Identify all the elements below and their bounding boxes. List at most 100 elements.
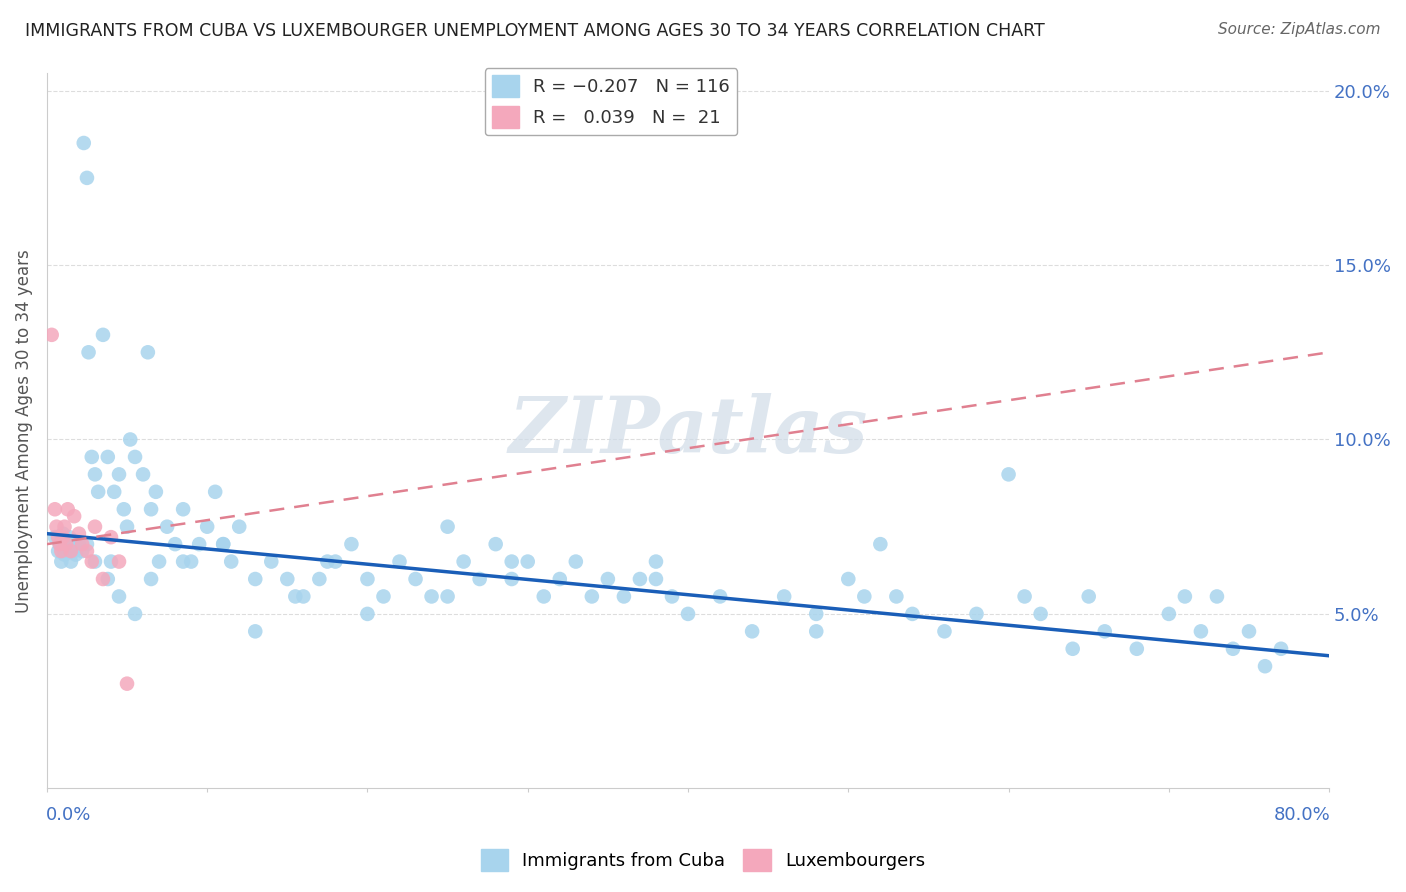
Point [91, 572, 114, 586]
Point [1237, 624, 1260, 639]
Point [145, 484, 167, 499]
Point [188, 537, 211, 551]
Point [52, 541, 75, 555]
Text: Source: ZipAtlas.com: Source: ZipAtlas.com [1218, 22, 1381, 37]
Point [565, 555, 588, 569]
Point [76, 544, 98, 558]
Point [136, 345, 159, 359]
Point [245, 572, 267, 586]
Point [52, 530, 75, 544]
Point [276, 572, 298, 586]
Point [436, 519, 458, 533]
Point [59, 544, 82, 558]
Point [997, 467, 1019, 482]
Point [581, 590, 603, 604]
Point [1189, 624, 1212, 639]
Point [55, 537, 77, 551]
Point [56, 544, 79, 558]
Point [516, 555, 538, 569]
Point [325, 555, 347, 569]
Point [628, 572, 651, 586]
Point [709, 590, 731, 604]
Point [501, 555, 523, 569]
Point [436, 590, 458, 604]
Point [340, 537, 363, 551]
Point [59, 555, 82, 569]
Point [1062, 641, 1084, 656]
Point [806, 607, 828, 621]
Point [76, 170, 98, 185]
Point [156, 519, 179, 533]
Point [1270, 641, 1292, 656]
Point [108, 590, 131, 604]
Point [1014, 590, 1036, 604]
Point [165, 537, 187, 551]
Point [112, 502, 135, 516]
Point [901, 607, 924, 621]
Point [886, 590, 908, 604]
Point [533, 590, 555, 604]
Point [44, 502, 66, 516]
Point [373, 590, 395, 604]
Point [46, 544, 69, 558]
Point [132, 467, 155, 482]
Point [97, 450, 120, 464]
Point [46, 530, 69, 544]
Point [1254, 659, 1277, 673]
Point [80, 555, 103, 569]
Point [70, 544, 93, 558]
Point [108, 467, 131, 482]
Point [195, 519, 218, 533]
Point [97, 572, 120, 586]
Point [1174, 590, 1197, 604]
Point [405, 572, 427, 586]
Point [67, 537, 90, 551]
Point [66, 541, 89, 555]
Point [356, 572, 378, 586]
Point [52, 526, 75, 541]
Point [108, 555, 131, 569]
Point [468, 572, 491, 586]
Point [308, 572, 330, 586]
Point [1126, 641, 1149, 656]
Point [53, 519, 76, 533]
Y-axis label: Unemployment Among Ages 30 to 34 years: Unemployment Among Ages 30 to 34 years [15, 249, 32, 613]
Point [56, 502, 79, 516]
Point [645, 572, 668, 586]
Point [67, 526, 90, 541]
Point [51, 555, 73, 569]
Point [51, 544, 73, 558]
Point [139, 572, 162, 586]
Point [44, 530, 66, 544]
Point [100, 555, 122, 569]
Point [741, 624, 763, 639]
Point [388, 555, 411, 569]
Point [501, 572, 523, 586]
Point [87, 484, 110, 499]
Point [120, 433, 142, 447]
Point [1077, 590, 1099, 604]
Point [773, 590, 796, 604]
Point [485, 537, 508, 551]
Text: 0.0%: 0.0% [45, 806, 91, 824]
Point [228, 519, 250, 533]
Point [148, 555, 170, 569]
Point [55, 533, 77, 548]
Point [869, 537, 891, 551]
Point [806, 624, 828, 639]
Point [212, 537, 235, 551]
Point [219, 555, 242, 569]
Point [62, 537, 84, 551]
Point [139, 502, 162, 516]
Point [84, 467, 107, 482]
Point [613, 590, 636, 604]
Point [292, 590, 315, 604]
Point [63, 544, 86, 558]
Point [180, 555, 202, 569]
Point [676, 607, 699, 621]
Point [100, 530, 122, 544]
Text: ZIPatlas: ZIPatlas [509, 392, 868, 469]
Point [966, 607, 988, 621]
Point [204, 484, 226, 499]
Point [420, 590, 443, 604]
